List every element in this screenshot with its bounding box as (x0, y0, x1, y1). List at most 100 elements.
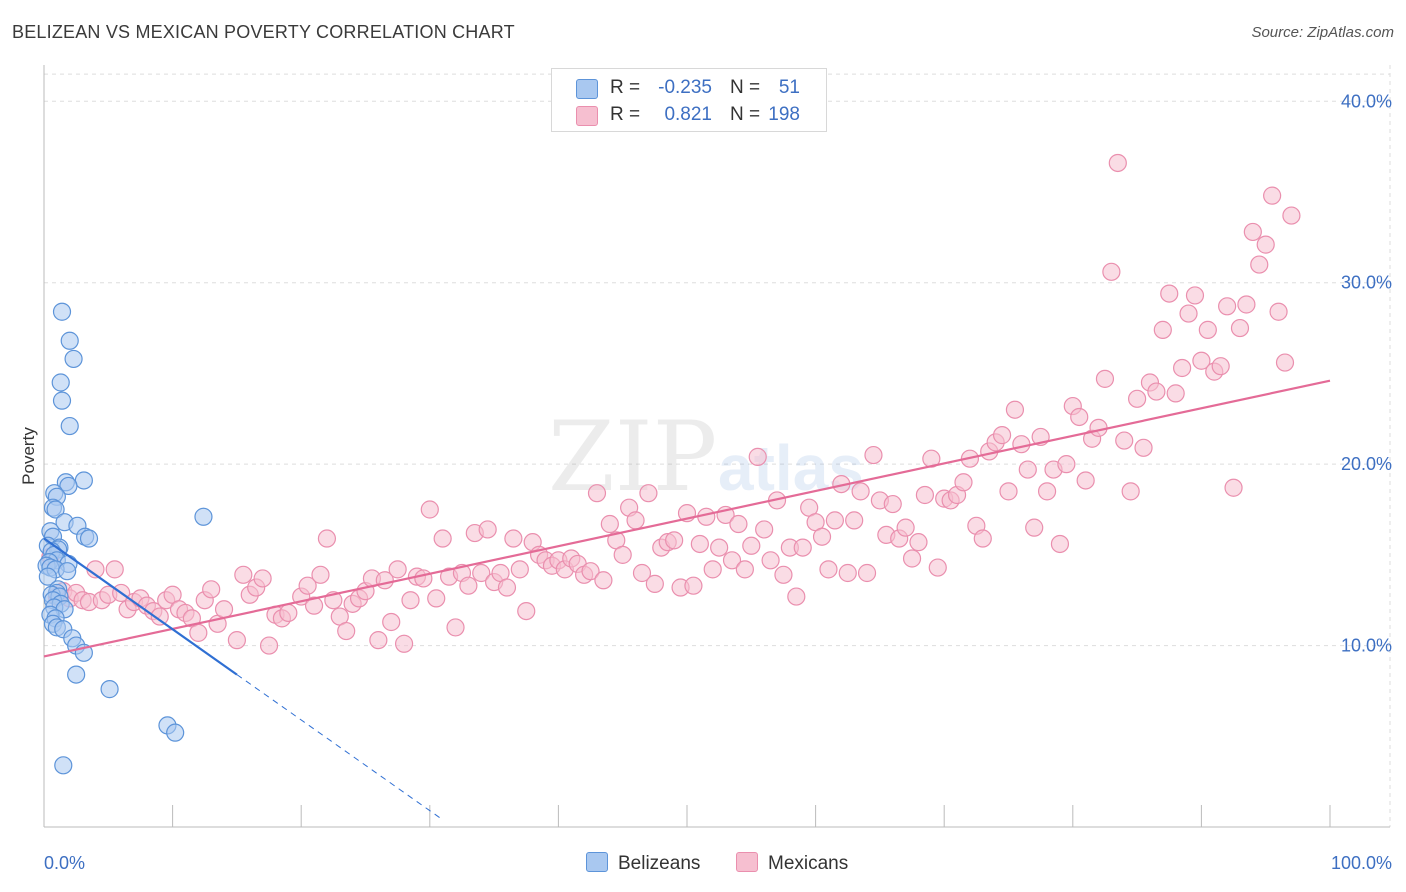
data-point (1018, 460, 1037, 479)
grid-lines (44, 65, 1391, 827)
belizeans-points (37, 302, 213, 775)
y-tick-label: 30.0% (1341, 273, 1392, 293)
data-point (857, 563, 877, 583)
data-point (1076, 471, 1095, 490)
chart-title: BELIZEAN VS MEXICAN POVERTY CORRELATION … (12, 22, 515, 42)
legend-r-value: -0.235 (658, 77, 712, 98)
data-point (1250, 255, 1269, 274)
data-point (166, 723, 185, 742)
belizeans-label: Belizeans (618, 853, 701, 874)
data-point (189, 623, 208, 642)
correlation-legend: R = -0.235 N = 51 R = 0.821 N = 198 (551, 68, 827, 132)
data-point (812, 527, 832, 546)
data-point (420, 500, 439, 519)
data-point (517, 601, 536, 621)
data-point (665, 531, 684, 550)
data-point (774, 565, 793, 584)
data-point (59, 476, 78, 496)
data-point (317, 529, 337, 548)
data-point (79, 529, 99, 548)
data-point (883, 494, 902, 514)
data-point (46, 500, 65, 519)
data-point (472, 563, 491, 583)
data-point (100, 680, 119, 699)
data-point (1089, 418, 1108, 437)
data-point (896, 518, 915, 537)
data-point (433, 529, 452, 548)
data-point (1192, 351, 1211, 370)
data-point (684, 576, 703, 595)
data-point (1211, 357, 1230, 376)
data-point (227, 631, 246, 650)
data-point (253, 569, 272, 588)
data-point (999, 482, 1018, 501)
data-point (761, 551, 780, 570)
mexicans-swatch (736, 852, 758, 872)
data-point (504, 529, 523, 548)
data-point (613, 545, 632, 564)
data-point (194, 507, 213, 526)
legend-n-value: 51 (778, 77, 800, 98)
data-point (793, 538, 812, 557)
data-point (722, 551, 742, 570)
legend-item-mexicans[interactable]: Mexicans (736, 852, 848, 875)
data-point (52, 391, 72, 410)
data-point (54, 756, 73, 775)
data-point (587, 484, 607, 503)
data-point (735, 560, 754, 579)
data-point (304, 596, 324, 615)
data-point (337, 621, 356, 641)
data-point (1134, 438, 1153, 457)
data-point (954, 473, 973, 492)
data-point (1121, 482, 1140, 501)
data-point (755, 520, 774, 539)
legend-n-label: N = (730, 104, 761, 125)
trend-lines (43, 379, 1331, 821)
data-point (787, 587, 806, 606)
data-point (710, 538, 729, 557)
data-point (1037, 482, 1057, 501)
data-point (369, 631, 388, 650)
data-point (150, 607, 169, 626)
data-point (748, 447, 767, 466)
data-point (60, 416, 79, 436)
data-point (1275, 353, 1295, 372)
data-point (51, 373, 70, 392)
legend-r-value: 0.821 (664, 104, 712, 125)
legend-item-belizeans[interactable]: Belizeans (586, 852, 700, 875)
data-point (902, 549, 922, 568)
chart-source: Source: ZipAtlas.com (1251, 24, 1394, 41)
data-point (1127, 389, 1147, 408)
data-point (1243, 222, 1262, 242)
mexicans-trend-line (43, 379, 1331, 658)
data-point (1057, 455, 1076, 474)
tick-labels: 10.0% 20.0% 30.0% 40.0% 0.0% 100.0% (44, 91, 1392, 873)
data-point (992, 426, 1012, 445)
data-point (52, 302, 72, 321)
data-point (510, 560, 529, 579)
y-tick-label: 10.0% (1341, 636, 1392, 656)
data-point (742, 536, 761, 555)
data-point (394, 634, 414, 653)
data-point (67, 665, 86, 684)
data-point (1269, 302, 1288, 321)
data-point (446, 618, 465, 637)
y-tick-label: 40.0% (1341, 91, 1392, 111)
data-point (819, 560, 838, 579)
data-point (1173, 358, 1192, 378)
legend-swatch-blue (576, 79, 598, 99)
legend-row-mexicans: R = 0.821 N = 198 (552, 102, 826, 128)
data-point (1115, 431, 1134, 450)
data-point (1025, 518, 1044, 537)
legend-r-label: R = (610, 77, 641, 98)
data-point (1256, 235, 1275, 254)
data-point (1160, 284, 1179, 303)
data-point (259, 636, 279, 655)
data-point (478, 520, 497, 539)
data-point (202, 580, 221, 599)
data-point (1102, 262, 1121, 281)
x-tick-label: 0.0% (44, 853, 85, 873)
data-point (645, 574, 664, 593)
watermark-atlas: atlas (718, 432, 864, 504)
